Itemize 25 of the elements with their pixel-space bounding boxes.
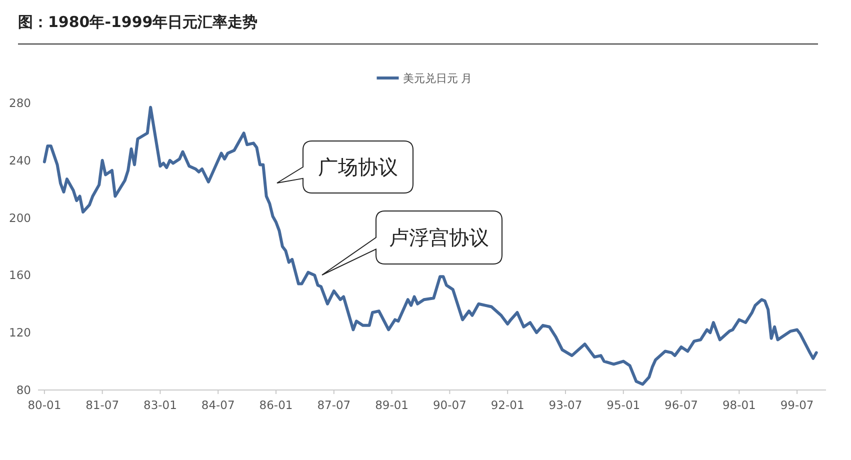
- annotation: 卢浮宫协议: [389, 226, 489, 250]
- annotation: 广场协议: [318, 155, 398, 179]
- x-tick-label: 98-01: [722, 398, 756, 412]
- x-tick-label: 83-01: [144, 398, 177, 412]
- x-tick-label: 95-01: [606, 398, 640, 412]
- y-tick-label: 120: [9, 326, 31, 340]
- x-tick-label: 81-07: [86, 398, 120, 412]
- x-tick-label: 96-07: [664, 398, 698, 412]
- y-tick-label: 80: [16, 383, 31, 397]
- x-tick-label: 89-01: [375, 398, 409, 412]
- x-tick-label: 80-01: [28, 398, 62, 412]
- x-tick-label: 84-07: [201, 398, 235, 412]
- legend-label: 美元兑日元 月: [402, 72, 472, 85]
- x-tick-label: 90-07: [432, 398, 466, 412]
- legend: 美元兑日元 月: [376, 72, 472, 85]
- y-tick-label: 160: [9, 268, 31, 282]
- x-tick-label: 93-07: [548, 398, 582, 412]
- y-tick-label: 200: [9, 210, 31, 225]
- x-tick-label: 86-01: [259, 398, 293, 412]
- x-tick-label: 92-01: [490, 398, 524, 412]
- chart-title: 图：1980年-1999年日元汇率走势: [18, 13, 258, 31]
- x-tick-label: 99-07: [780, 398, 814, 412]
- y-tick-label: 280: [9, 96, 31, 110]
- x-tick-label: 87-07: [317, 398, 351, 412]
- y-tick-label: 240: [9, 153, 31, 168]
